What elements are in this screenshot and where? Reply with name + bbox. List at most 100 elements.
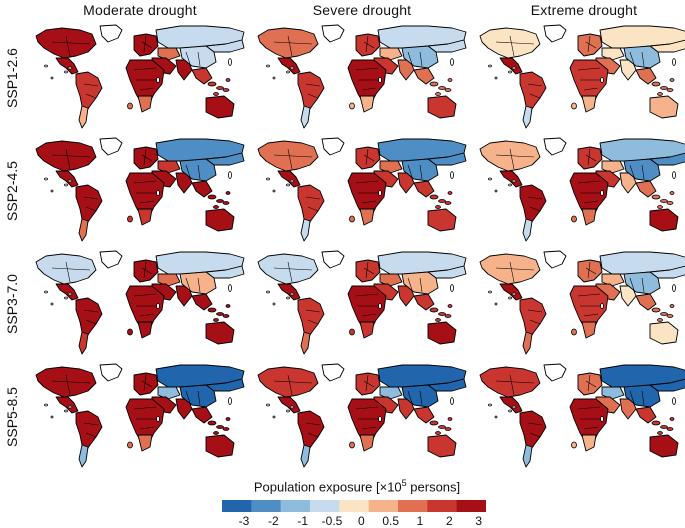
island xyxy=(213,318,219,322)
island xyxy=(286,296,290,300)
island xyxy=(289,179,295,183)
world-map xyxy=(257,250,467,355)
region-greenland xyxy=(321,363,345,382)
island xyxy=(50,302,54,306)
island xyxy=(494,189,498,193)
region-central-asia xyxy=(379,160,403,174)
world-map xyxy=(479,24,685,129)
region-southeast-asia xyxy=(191,293,213,311)
region-southern-africa xyxy=(359,95,375,113)
legend-swatch xyxy=(251,500,282,512)
island xyxy=(64,183,68,187)
island xyxy=(228,58,232,66)
region-southern-africa xyxy=(137,208,153,226)
island xyxy=(429,194,439,200)
island xyxy=(127,328,133,336)
region-southern-cone xyxy=(78,218,89,242)
island xyxy=(349,441,355,449)
region-china xyxy=(401,45,439,69)
map-panel-ssp370-moderate xyxy=(30,248,252,360)
island xyxy=(213,431,219,435)
region-southeast-asia xyxy=(191,67,213,85)
legend-tick-label: 0.5 xyxy=(382,514,399,528)
region-central-asia xyxy=(379,47,403,61)
island xyxy=(438,86,446,90)
island xyxy=(67,66,73,70)
island xyxy=(435,318,441,322)
island xyxy=(447,417,453,421)
region-australia xyxy=(205,208,235,232)
region-central-asia xyxy=(601,160,625,174)
region-australia xyxy=(649,95,679,119)
region-central-asia xyxy=(379,386,403,400)
island xyxy=(571,328,577,336)
map-panel-ssp245-extreme xyxy=(474,135,685,247)
region-central-asia xyxy=(157,160,181,174)
island xyxy=(600,303,604,309)
island xyxy=(666,201,674,205)
island xyxy=(216,199,224,203)
island xyxy=(67,292,73,296)
region-greenland xyxy=(99,24,123,43)
island xyxy=(657,92,663,96)
island xyxy=(44,403,48,407)
country-borders xyxy=(51,35,201,99)
region-greenland xyxy=(99,250,123,269)
island xyxy=(213,92,219,96)
island xyxy=(378,190,382,196)
legend-tick-label: -2 xyxy=(267,514,279,528)
region-southern-africa xyxy=(137,434,153,452)
legend-swatch xyxy=(456,500,486,512)
region-southern-cone xyxy=(300,444,311,468)
island xyxy=(511,66,517,70)
row-label-ssp245: SSP2-4.5 xyxy=(4,161,20,221)
column-title-moderate: Moderate drought xyxy=(83,2,197,18)
region-greenland xyxy=(321,250,345,269)
region-southern-africa xyxy=(359,434,375,452)
legend-tick-label: -1 xyxy=(297,514,308,528)
region-south-america xyxy=(297,297,325,339)
region-southeast-asia xyxy=(635,180,657,198)
region-china xyxy=(623,45,661,69)
island xyxy=(571,215,577,223)
region-southern-cone xyxy=(78,444,89,468)
island xyxy=(660,199,668,203)
map-panel-ssp245-moderate xyxy=(30,135,252,247)
map-panel-ssp126-severe xyxy=(252,22,474,134)
island xyxy=(156,416,160,422)
legend-swatch xyxy=(398,500,428,512)
legend-swatch xyxy=(222,500,252,512)
island xyxy=(450,58,454,66)
region-china xyxy=(623,158,661,182)
island xyxy=(508,409,512,413)
legend-swatch xyxy=(368,500,399,512)
island xyxy=(657,205,663,209)
country-borders xyxy=(495,374,645,438)
legend-swatch xyxy=(339,500,370,512)
region-europe xyxy=(355,146,381,170)
region-china xyxy=(401,271,439,295)
region-southern-africa xyxy=(581,321,597,339)
region-australia xyxy=(427,208,457,232)
region-australia xyxy=(427,321,457,345)
region-central-america xyxy=(277,283,301,301)
island xyxy=(660,312,668,316)
island xyxy=(651,307,661,313)
island xyxy=(216,425,224,429)
region-southeast-asia xyxy=(413,67,435,85)
island xyxy=(660,425,668,429)
region-china xyxy=(623,384,661,408)
region-central-america xyxy=(277,396,301,414)
region-europe xyxy=(577,259,603,283)
region-south-america xyxy=(297,71,325,113)
world-map xyxy=(35,250,245,355)
island xyxy=(571,441,577,449)
island xyxy=(266,177,270,181)
island xyxy=(438,312,446,316)
island xyxy=(669,191,675,195)
island xyxy=(444,427,452,431)
world-map xyxy=(35,24,245,129)
region-australia xyxy=(205,321,235,345)
island xyxy=(435,92,441,96)
region-greenland xyxy=(543,24,567,43)
